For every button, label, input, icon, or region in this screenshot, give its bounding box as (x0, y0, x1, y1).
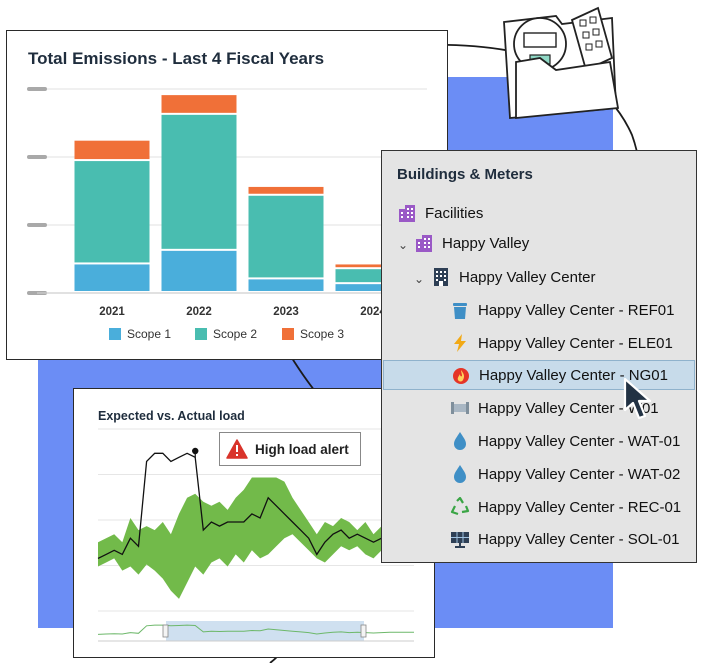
tree-item-label: Happy Valley Center - SOL-01 (478, 530, 680, 548)
water-drop-icon (450, 431, 470, 451)
bar-2023-scope-2 (248, 195, 324, 278)
tree-item-w01[interactable]: Happy Valley Center - W01 (450, 393, 659, 423)
bar-2024-scope-3 (335, 264, 411, 268)
tree-item-label: Happy Valley Center - REF01 (478, 301, 675, 319)
high-load-alert-callout[interactable]: High load alert (219, 432, 361, 466)
bar-2022-scope-1 (161, 250, 237, 291)
legend-swatch (282, 328, 294, 340)
bar-2021-scope-1 (74, 264, 150, 291)
pipe-icon (450, 398, 470, 418)
tree-item-label: Happy Valley Center - W01 (478, 399, 659, 417)
legend-item-scope-3[interactable]: Scope 3 (282, 327, 344, 341)
tree-item-label: Happy Valley Center - ELE01 (478, 334, 673, 352)
recycle-icon (450, 497, 470, 517)
tree-item-ref01[interactable]: Happy Valley Center - REF01 (450, 295, 674, 325)
trash-can-icon (450, 300, 470, 320)
y-tick (27, 223, 47, 227)
tree-item-sol-01[interactable]: Happy Valley Center - SOL-01 (450, 524, 679, 554)
tree-item-facilities[interactable]: Facilities (397, 198, 483, 228)
tree-title: Buildings & Meters (397, 166, 533, 183)
building-icon (414, 233, 434, 253)
expected-load-band (98, 477, 414, 599)
chevron-down-icon[interactable]: ⌄ (398, 238, 409, 252)
folder-meter-icon (503, 6, 620, 119)
bar-2021-scope-3 (74, 140, 150, 160)
range-handle-right (360, 624, 367, 638)
y-tick (27, 155, 47, 159)
tree-item-happy-valley[interactable]: Happy Valley (414, 228, 529, 258)
legend-item-scope-2[interactable]: Scope 2 (195, 327, 257, 341)
bar-2022-scope-3 (161, 95, 237, 113)
emissions-chart-panel: 2021 2022 2023 2024 Total Emissions - Last … (6, 30, 448, 360)
warning-icon (226, 439, 248, 459)
tree-item-wat-01[interactable]: Happy Valley Center - WAT-01 (450, 426, 680, 456)
legend-swatch (109, 328, 121, 340)
bar-2022-scope-2 (161, 114, 237, 249)
x-tick-label: 2021 (99, 306, 125, 318)
alert-label: High load alert (255, 441, 349, 457)
actual-load-line (97, 452, 414, 559)
legend-swatch (195, 328, 207, 340)
x-tick-label: 2022 (186, 306, 212, 318)
legend-label: Scope 3 (300, 327, 345, 341)
load-chart-title: Expected vs. Actual load (98, 409, 245, 423)
emissions-chart-title: Total Emissions - Last 4 Fiscal Years (28, 49, 325, 68)
office-building-icon (431, 267, 451, 287)
tree-item-happy-valley-center[interactable]: Happy Valley Center (431, 262, 595, 292)
buildings-meters-panel: Buildings & Meters Facilities ⌄ Happy Va… (381, 150, 697, 563)
bar-2024-scope-1 (335, 284, 411, 291)
tree-item-ng01[interactable]: Happy Valley Center - NG01 (383, 360, 695, 390)
load-chart-panel: Expected vs. Actual load High load alert (73, 388, 435, 658)
range-selector-window (166, 621, 364, 641)
tree-item-label: Facilities (425, 204, 484, 222)
tree-item-label: Happy Valley (442, 234, 530, 252)
chevron-down-icon[interactable]: ⌄ (414, 272, 425, 286)
bar-2021-scope-2 (74, 161, 150, 263)
lightning-icon (450, 333, 470, 353)
tree-item-label: Happy Valley Center (459, 268, 596, 286)
bar-2023-scope-1 (248, 279, 324, 291)
bar-2023-scope-3 (248, 186, 324, 194)
tree-item-label: Happy Valley Center - WAT-01 (478, 432, 681, 450)
emissions-stacked-bar-chart: 2021 2022 2023 2024 (27, 87, 427, 318)
water-drop-icon (450, 464, 470, 484)
tree-item-wat-02[interactable]: Happy Valley Center - WAT-02 (450, 459, 680, 489)
range-handle-left (162, 624, 169, 638)
mouse-cursor-icon (623, 377, 652, 420)
tree-item-label: Happy Valley Center - REC-01 (478, 498, 682, 516)
load-area-chart (97, 428, 414, 642)
tree-item-label: Happy Valley Center - WAT-02 (478, 465, 681, 483)
tree-item-ele01[interactable]: Happy Valley Center - ELE01 (450, 328, 673, 358)
tree-item-label: Happy Valley Center - NG01 (479, 366, 668, 384)
solar-panel-icon (450, 529, 470, 549)
x-tick-label: 2023 (273, 306, 299, 318)
flame-icon (451, 365, 471, 385)
legend-label: Scope 2 (213, 327, 258, 341)
legend-item-scope-1[interactable]: Scope 1 (109, 327, 171, 341)
building-icon (397, 203, 417, 223)
x-tick-label: 2024 (360, 306, 386, 318)
legend-label: Scope 1 (127, 327, 172, 341)
tree-item-rec-01[interactable]: Happy Valley Center - REC-01 (450, 492, 681, 522)
y-tick (27, 87, 47, 91)
alert-marker (192, 447, 199, 455)
